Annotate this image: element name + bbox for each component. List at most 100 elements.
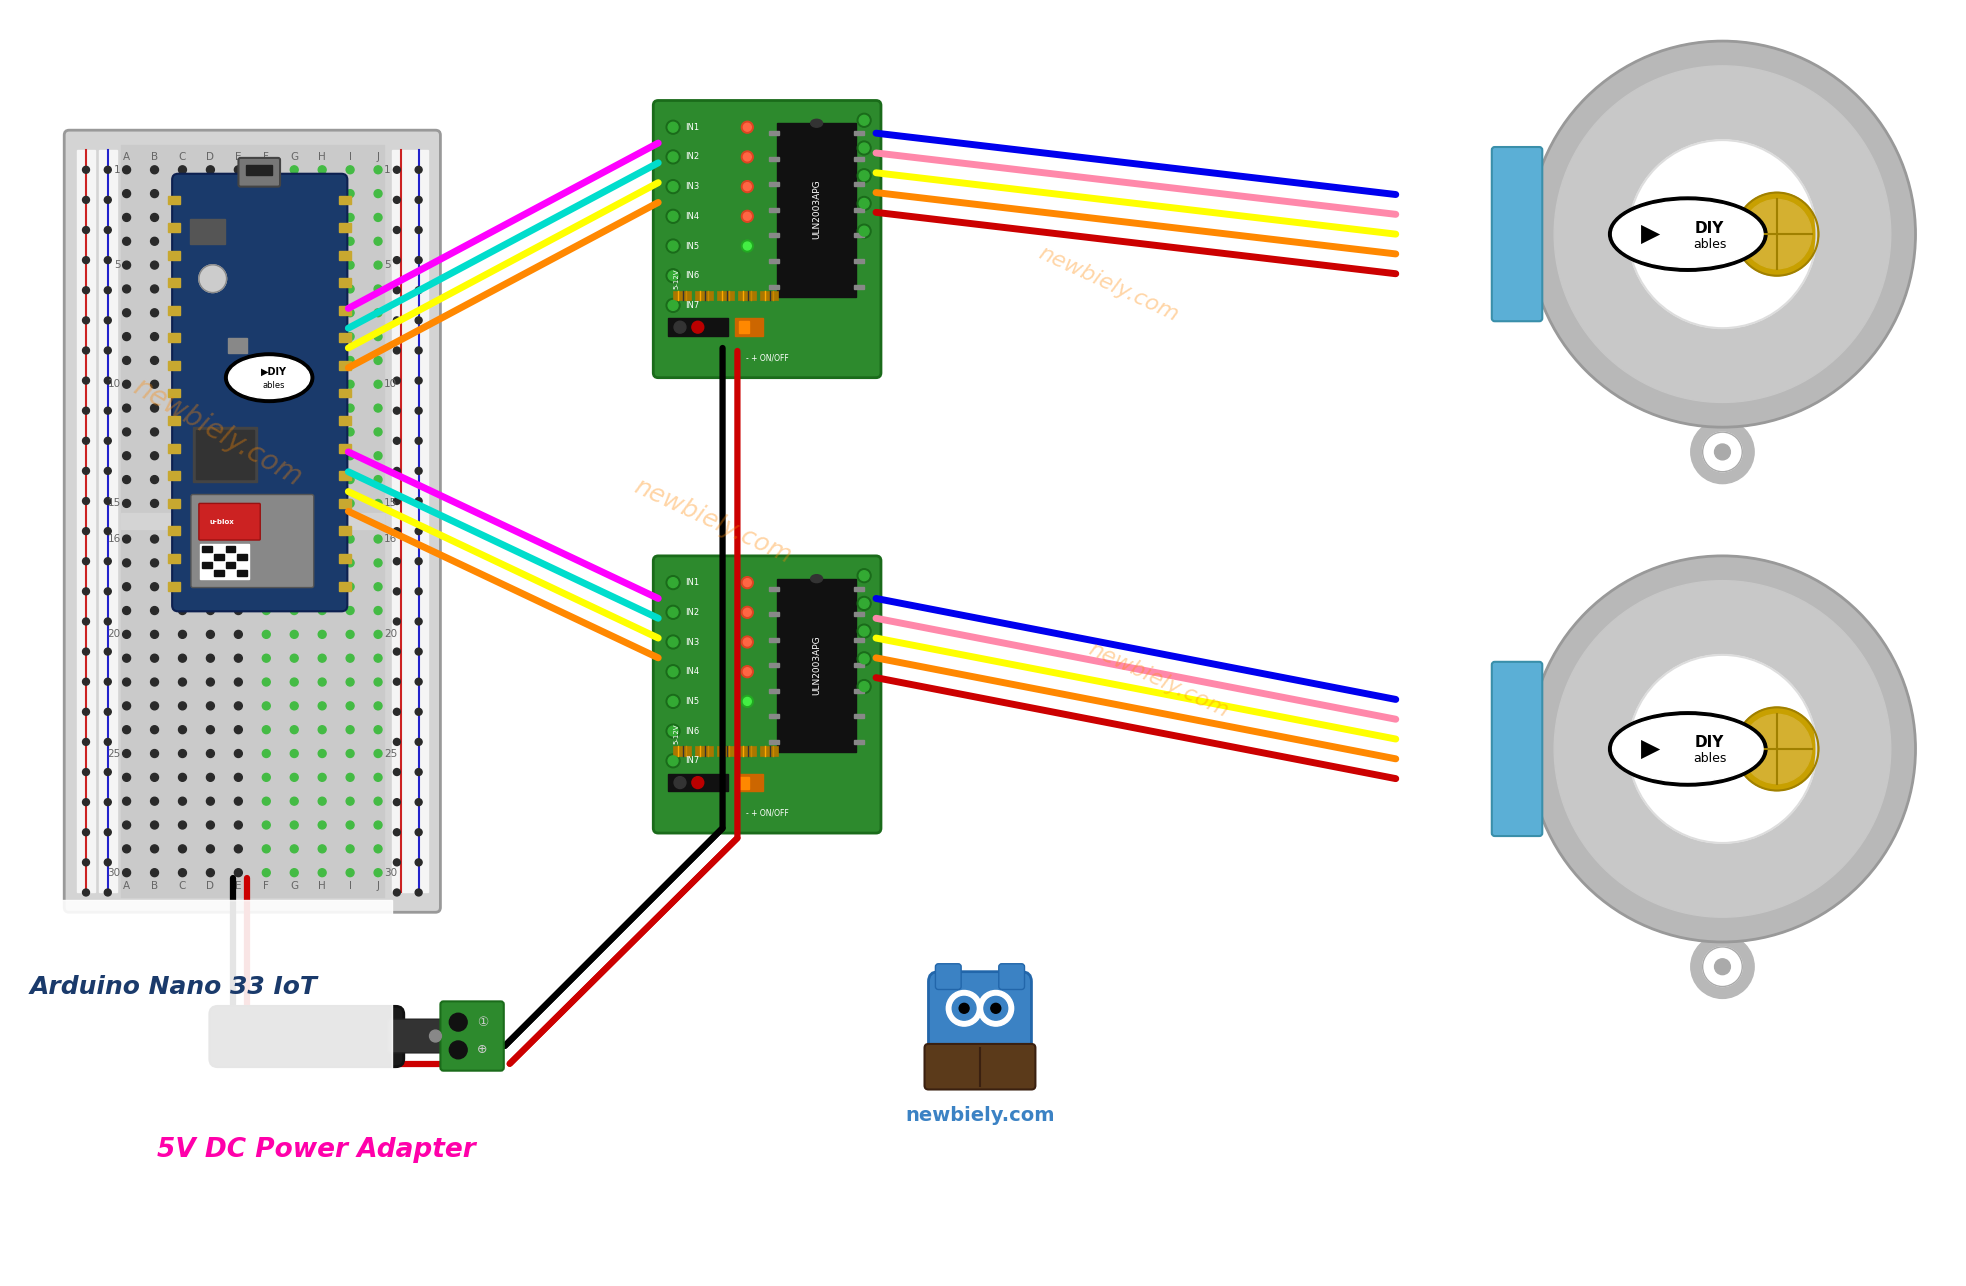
Circle shape (206, 773, 214, 782)
Circle shape (668, 152, 678, 162)
FancyBboxPatch shape (1492, 147, 1541, 322)
Circle shape (318, 702, 326, 710)
Circle shape (374, 655, 381, 662)
Circle shape (291, 499, 299, 508)
Circle shape (983, 997, 1009, 1020)
Circle shape (415, 467, 423, 475)
Circle shape (206, 535, 214, 543)
Circle shape (122, 678, 130, 685)
Circle shape (318, 750, 326, 757)
Bar (340, 471, 352, 480)
Bar (769, 638, 779, 642)
Circle shape (415, 619, 423, 625)
Circle shape (743, 608, 751, 616)
Circle shape (666, 239, 680, 253)
Circle shape (291, 725, 299, 733)
Circle shape (415, 257, 423, 264)
Bar (226, 547, 236, 552)
Circle shape (234, 750, 242, 757)
Circle shape (692, 777, 704, 788)
Circle shape (859, 682, 869, 692)
Text: newbiely.com: newbiely.com (1085, 638, 1231, 721)
Circle shape (668, 607, 678, 617)
Circle shape (151, 559, 159, 567)
Circle shape (415, 527, 423, 535)
Circle shape (393, 709, 401, 715)
Text: newbiely.com: newbiely.com (128, 373, 307, 491)
Circle shape (151, 702, 159, 710)
Bar (672, 291, 690, 301)
Circle shape (291, 655, 299, 662)
Text: IN2: IN2 (684, 153, 700, 162)
Circle shape (206, 725, 214, 733)
Circle shape (234, 451, 242, 459)
Bar (169, 554, 181, 563)
Circle shape (741, 121, 753, 134)
Circle shape (261, 535, 269, 543)
Circle shape (206, 702, 214, 710)
Circle shape (234, 356, 242, 364)
Circle shape (374, 607, 381, 615)
Circle shape (291, 451, 299, 459)
Circle shape (374, 404, 381, 412)
Circle shape (857, 652, 871, 666)
Circle shape (291, 356, 299, 364)
Circle shape (318, 166, 326, 174)
Circle shape (318, 476, 326, 484)
Circle shape (318, 583, 326, 590)
Circle shape (104, 588, 112, 595)
Bar (340, 278, 352, 287)
FancyBboxPatch shape (999, 963, 1024, 989)
Circle shape (1742, 199, 1811, 269)
Circle shape (234, 285, 242, 293)
Circle shape (857, 113, 871, 127)
Circle shape (415, 799, 423, 805)
Circle shape (291, 166, 299, 174)
Circle shape (743, 242, 751, 249)
Circle shape (83, 828, 90, 836)
Text: 25: 25 (383, 748, 397, 759)
Circle shape (104, 197, 112, 203)
Circle shape (374, 166, 381, 174)
Bar (855, 284, 865, 288)
Circle shape (415, 226, 423, 234)
Circle shape (668, 122, 678, 132)
Circle shape (374, 285, 381, 293)
Text: Arduino Nano 33 IoT: Arduino Nano 33 IoT (29, 975, 317, 998)
Bar (769, 715, 779, 719)
Circle shape (857, 624, 871, 638)
Circle shape (122, 428, 130, 436)
Circle shape (346, 583, 354, 590)
Circle shape (666, 269, 680, 283)
Circle shape (743, 123, 751, 131)
Circle shape (206, 381, 214, 388)
Bar (169, 361, 181, 370)
Circle shape (291, 535, 299, 543)
Circle shape (151, 381, 159, 388)
Circle shape (151, 166, 159, 174)
Circle shape (151, 333, 159, 341)
FancyBboxPatch shape (653, 100, 881, 378)
Circle shape (179, 559, 187, 567)
Circle shape (234, 773, 242, 782)
Circle shape (179, 404, 187, 412)
Circle shape (179, 309, 187, 316)
Circle shape (291, 476, 299, 484)
Circle shape (104, 859, 112, 865)
Circle shape (122, 261, 130, 269)
FancyBboxPatch shape (440, 1002, 503, 1071)
Circle shape (104, 347, 112, 354)
Circle shape (959, 1003, 969, 1013)
Circle shape (179, 356, 187, 364)
Circle shape (668, 577, 678, 588)
Bar (340, 251, 352, 260)
Circle shape (151, 309, 159, 316)
Circle shape (741, 180, 753, 193)
Circle shape (393, 738, 401, 746)
Circle shape (261, 797, 269, 805)
Circle shape (234, 535, 242, 543)
Circle shape (346, 189, 354, 198)
Circle shape (374, 238, 381, 246)
Circle shape (151, 869, 159, 877)
Circle shape (234, 309, 242, 316)
